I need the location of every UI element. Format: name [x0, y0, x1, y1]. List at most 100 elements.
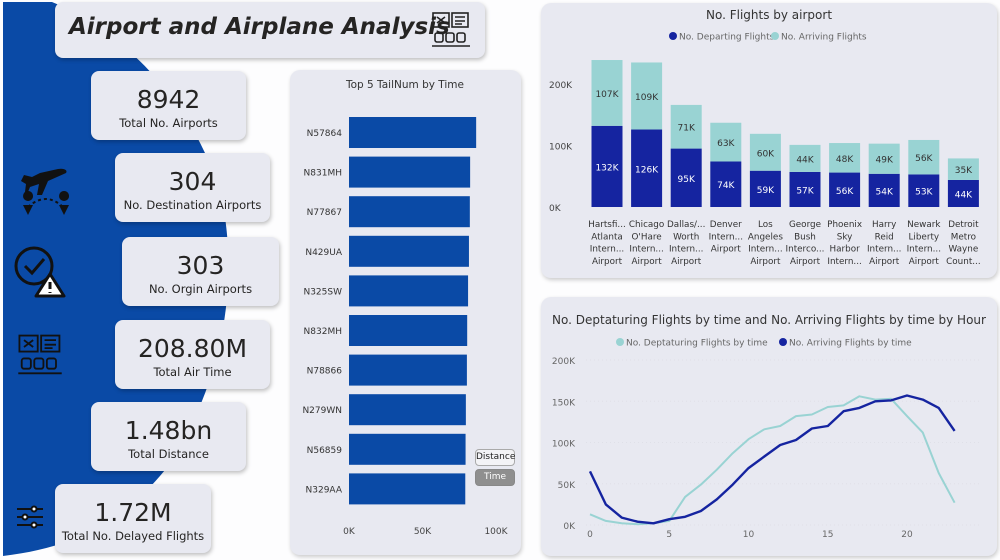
category-label: N329AA — [306, 485, 343, 495]
flights-by-hour-panel: No. Deptaturing Flights by time and No. … — [541, 297, 997, 556]
tailnum-chart-panel: Top 5 TailNum by Time N57864 N831MH N77867 N… — [290, 70, 521, 555]
flights-by-hour-chart: No. Deptaturing Flights by time and No. … — [552, 313, 986, 540]
bar-arriving — [829, 143, 861, 173]
category-label: N429UA — [305, 248, 342, 258]
kpi-total-distance: 1.48bn Total Distance — [91, 402, 246, 471]
data-label: 57K — [796, 186, 814, 196]
category-label: Harry Reid Intern... Airport — [867, 220, 901, 267]
kpi-total-air-time: 208.80M Total Air Time — [115, 320, 270, 389]
airplane-route-icon — [21, 168, 70, 215]
bar-departing — [749, 170, 781, 207]
data-label: 107K — [595, 90, 619, 100]
bar — [349, 196, 470, 228]
data-label: 56K — [915, 154, 933, 164]
data-label: 48K — [836, 155, 854, 165]
departing-line — [589, 395, 956, 526]
y-tick-label: 0K — [563, 522, 576, 532]
y-tick-label: 150K — [552, 398, 576, 408]
data-label: 71K — [678, 124, 696, 134]
category-label: N279WN — [302, 406, 342, 416]
bar — [349, 354, 467, 386]
bar — [349, 315, 468, 346]
bar-departing — [591, 125, 623, 207]
data-label: 109K — [635, 93, 659, 103]
kpi-value: 208.80M — [137, 334, 248, 363]
bar — [349, 156, 471, 188]
kpi-total-airports: 8942 Total No. Airports — [91, 71, 246, 140]
data-label: 44K — [955, 190, 973, 200]
legend-label: No. Arriving Flights — [781, 33, 867, 43]
data-label: 95K — [678, 175, 696, 185]
category-label: Los Angeles Intern... Airport — [748, 220, 783, 267]
flights-by-airport-chart: No. Flights by airport No. Departing Flig… — [549, 8, 981, 267]
bar-arriving — [868, 143, 900, 174]
kpi-value: 8942 — [136, 85, 201, 114]
clock-warning-icon — [14, 246, 66, 298]
kpi-destination-airports: 304 No. Destination Airports — [115, 153, 270, 222]
data-label: 49K — [876, 156, 894, 166]
data-label: 126K — [635, 165, 659, 175]
legend-label: No. Deptaturing Flights by time — [626, 339, 768, 349]
kpi-label: Total No. Airports — [119, 116, 218, 130]
legend-label: No. Departing Flights — [679, 33, 775, 43]
kpi-origin-airports: 303 No. Orgin Airports — [122, 237, 279, 306]
data-label: 53K — [915, 188, 933, 198]
kpi-label: Total No. Delayed Flights — [61, 529, 205, 543]
bar-arriving — [631, 62, 663, 130]
data-label: 60K — [757, 149, 775, 159]
bar — [349, 433, 466, 465]
bar — [349, 275, 469, 307]
category-label: Chicago O'Hare Intern... Airport — [629, 220, 664, 267]
kpi-value: 1.48bn — [124, 416, 213, 445]
legend-marker — [771, 32, 779, 40]
x-tick-label: 0K — [343, 527, 356, 537]
y-tick-label: 100K — [552, 440, 576, 450]
kpi-value: 1.72M — [94, 498, 172, 527]
data-label: 59K — [757, 186, 775, 196]
category-label: Newark Liberty Intern... Airport — [907, 220, 942, 267]
chart-title: No. Deptaturing Flights by time and No. … — [552, 313, 986, 327]
x-tick-label: 20 — [901, 530, 913, 540]
bar — [349, 473, 466, 505]
bar-departing — [868, 173, 900, 207]
category-label: N77867 — [307, 208, 342, 218]
bar-arriving — [591, 60, 623, 126]
category-label: Dallas/... Worth Intern... Airport — [667, 220, 705, 267]
bar — [349, 235, 469, 267]
bar-departing — [908, 174, 940, 207]
flights-by-airport-panel: No. Flights by airport No. Departing Flig… — [541, 3, 997, 278]
title-card: Airport and Airplane Analysis — [55, 2, 485, 58]
bar-arriving — [908, 139, 940, 175]
kpi-delayed-flights: 1.72M Total No. Delayed Flights — [55, 484, 211, 553]
tailnum-bar-chart: Top 5 TailNum by Time N57864 N831MH N77867 N… — [302, 79, 508, 537]
category-label: Denver Intern... Airport — [709, 220, 743, 255]
kpi-label: No. Destination Airports — [123, 198, 262, 212]
chart-title: Top 5 TailNum by Time — [345, 79, 464, 91]
time-toggle-button[interactable]: Time — [475, 469, 515, 486]
bar-departing — [670, 148, 702, 207]
category-label: N78866 — [307, 367, 343, 377]
category-label: N831MH — [304, 169, 342, 179]
y-tick-label: 200K — [552, 357, 576, 367]
bar-arriving — [670, 104, 702, 149]
bar — [349, 394, 466, 426]
y-tick-label: 50K — [558, 481, 576, 491]
x-tick-label: 15 — [822, 530, 833, 540]
y-tick-label: 200K — [549, 81, 573, 91]
bar-departing — [829, 172, 861, 207]
data-label: 63K — [717, 139, 735, 149]
category-label: N832MH — [304, 327, 342, 337]
category-label: Hartsfi... Atlanta Intern... Airport — [588, 220, 626, 267]
bar-departing — [710, 161, 742, 207]
chart-title: No. Flights by airport — [706, 8, 832, 22]
airport-board-icon — [18, 334, 62, 375]
distance-toggle-button[interactable]: Distance — [475, 449, 515, 466]
data-label: 132K — [595, 163, 619, 173]
legend-marker — [616, 338, 624, 346]
data-label: 35K — [955, 166, 973, 176]
bar-arriving — [749, 133, 781, 171]
bar-arriving — [710, 122, 742, 162]
x-tick-label: 0 — [587, 530, 593, 540]
category-label: George Bush Interco... Airport — [786, 220, 825, 267]
y-tick-label: 100K — [549, 143, 573, 153]
